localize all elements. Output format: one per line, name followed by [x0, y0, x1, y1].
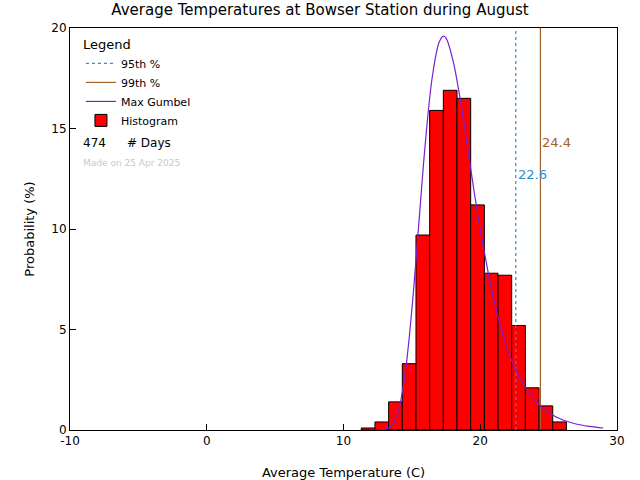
svg-text:Probability (%): Probability (%)	[22, 181, 37, 276]
svg-text:24.4: 24.4	[542, 135, 571, 150]
svg-text:95th %: 95th %	[121, 58, 160, 71]
svg-text:99th %: 99th %	[121, 77, 160, 90]
svg-text:20: 20	[51, 21, 66, 35]
svg-text:10: 10	[336, 434, 351, 448]
svg-text:30: 30	[609, 434, 624, 448]
svg-text:5: 5	[59, 323, 67, 337]
svg-text:10: 10	[51, 222, 66, 236]
svg-text:0: 0	[203, 434, 211, 448]
svg-text:# Days: # Days	[127, 136, 171, 150]
svg-text:22.6: 22.6	[518, 167, 547, 182]
svg-text:20: 20	[473, 434, 488, 448]
svg-text:15: 15	[51, 122, 66, 136]
svg-text:0: 0	[59, 423, 67, 437]
svg-text:474: 474	[83, 136, 106, 150]
svg-text:Histogram: Histogram	[121, 115, 178, 128]
svg-text:Made on 25 Apr 2025: Made on 25 Apr 2025	[83, 158, 180, 168]
svg-text:Average Temperature (C): Average Temperature (C)	[262, 465, 425, 480]
svg-text:-10: -10	[60, 434, 80, 448]
svg-text:Average Temperatures at Bowser: Average Temperatures at Bowser Station d…	[111, 1, 528, 19]
svg-text:Max Gumbel: Max Gumbel	[121, 96, 190, 109]
svg-text:Legend: Legend	[83, 37, 131, 52]
